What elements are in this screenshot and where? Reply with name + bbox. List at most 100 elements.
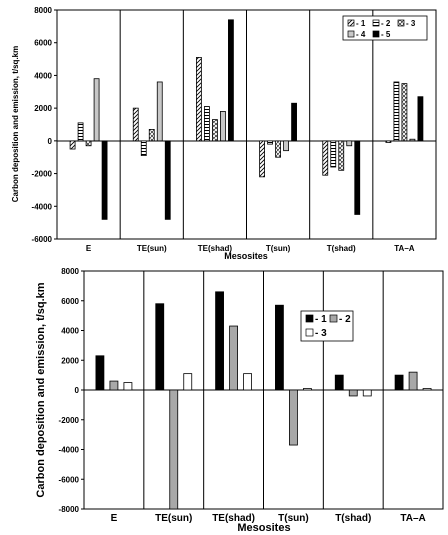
separators-layer bbox=[119, 10, 374, 239]
y-axis-title: Carbon deposition and emission, t/sq.km bbox=[11, 46, 20, 202]
y-tick-label: 6000 bbox=[61, 297, 79, 306]
legend-box bbox=[342, 15, 428, 41]
bar bbox=[346, 140, 353, 147]
bar bbox=[338, 140, 345, 171]
bar bbox=[204, 106, 210, 142]
legend-label: - 3 bbox=[315, 328, 327, 339]
category-label: TE(shad) bbox=[198, 244, 233, 253]
bar bbox=[228, 19, 234, 142]
bar bbox=[283, 140, 289, 152]
bar bbox=[275, 140, 281, 158]
bar bbox=[215, 291, 224, 391]
bar bbox=[330, 140, 337, 168]
bar bbox=[132, 107, 139, 142]
y-tick-label: 4000 bbox=[34, 71, 52, 80]
bar bbox=[393, 81, 400, 142]
y-tick-label: 0 bbox=[75, 386, 80, 395]
bar bbox=[401, 83, 408, 142]
bar bbox=[183, 373, 193, 391]
bar bbox=[169, 389, 179, 510]
legend-label: - 1 bbox=[315, 314, 327, 325]
bar bbox=[417, 96, 424, 142]
bar bbox=[155, 303, 165, 391]
category-label: TE(sun) bbox=[155, 513, 192, 524]
category-label: TA–A bbox=[394, 244, 415, 253]
chart-bottom: -8000 -6000 -4000 -2000 0 2000 4000 6000 8000 E T… bbox=[35, 267, 444, 534]
y-tick-label: 2000 bbox=[61, 356, 79, 365]
bar bbox=[408, 371, 418, 391]
bars-layer bbox=[69, 19, 424, 220]
y-tick-label: 2000 bbox=[34, 104, 52, 113]
y-ticks-layer: -6000 -4000 -2000 0 2000 4000 6000 8000 bbox=[32, 6, 57, 244]
bar bbox=[148, 129, 155, 142]
bar bbox=[101, 140, 108, 220]
bar bbox=[385, 140, 392, 143]
legend-swatch bbox=[347, 19, 355, 27]
legend: - 1 - 2 - 3 - 4 - 5 bbox=[342, 15, 428, 41]
category-label: T(shad) bbox=[335, 513, 371, 524]
bar bbox=[291, 102, 297, 142]
y-tick-label: -6000 bbox=[32, 235, 53, 244]
bar bbox=[394, 374, 404, 391]
category-label: E bbox=[111, 513, 118, 524]
legend-label: - 2 bbox=[381, 19, 391, 28]
bar bbox=[303, 388, 312, 391]
legend-swatch bbox=[397, 19, 405, 27]
bar bbox=[267, 140, 273, 145]
y-tick-label: 8000 bbox=[61, 267, 79, 276]
category-label: T(shad) bbox=[327, 244, 356, 253]
y-tick-label: 4000 bbox=[61, 327, 79, 336]
bar bbox=[275, 304, 284, 391]
y-ticks-layer: -8000 -6000 -4000 -2000 0 2000 4000 6000 8000 bbox=[59, 267, 84, 514]
bars-layer bbox=[95, 291, 432, 510]
bar bbox=[93, 78, 100, 142]
bar bbox=[69, 140, 76, 150]
category-labels-layer: E TE(sun) TE(shad) T(sun) T(shad) TA–A bbox=[111, 513, 426, 524]
y-axis-title: Carbon deposition and emission, t/sq.km bbox=[35, 282, 47, 497]
category-label: TA–A bbox=[400, 513, 425, 524]
category-label: TE(sun) bbox=[137, 244, 167, 253]
bar bbox=[259, 140, 265, 178]
bar bbox=[164, 140, 171, 220]
legend-swatch bbox=[347, 30, 355, 38]
bar bbox=[348, 389, 358, 397]
y-tick-label: 0 bbox=[48, 137, 53, 146]
chart-top: -6000 -4000 -2000 0 2000 4000 6000 8000 E TE(sun… bbox=[11, 6, 437, 261]
legend-swatch bbox=[305, 314, 314, 323]
bar bbox=[140, 140, 147, 156]
bar bbox=[220, 111, 226, 142]
category-label: E bbox=[86, 244, 92, 253]
legend-label: - 4 bbox=[356, 30, 366, 39]
y-tick-label: 6000 bbox=[34, 39, 52, 48]
bar bbox=[212, 119, 218, 142]
legend-label: - 3 bbox=[406, 19, 416, 28]
legend-swatch bbox=[305, 328, 314, 337]
bar bbox=[196, 57, 202, 142]
y-tick-label: -2000 bbox=[59, 416, 80, 425]
y-tick-label: -2000 bbox=[32, 170, 53, 179]
legend-label: - 5 bbox=[381, 30, 391, 39]
bar bbox=[95, 355, 105, 391]
legend-swatch bbox=[329, 314, 338, 323]
bar bbox=[422, 388, 432, 391]
bar bbox=[322, 140, 329, 176]
bar bbox=[409, 138, 416, 142]
x-axis-title: Mesosites bbox=[224, 251, 268, 261]
bar bbox=[123, 382, 133, 391]
category-label: TE(shad) bbox=[212, 513, 255, 524]
separators-layer bbox=[143, 271, 384, 509]
y-tick-label: -4000 bbox=[59, 446, 80, 455]
category-label: T(sun) bbox=[266, 244, 291, 253]
y-tick-label: 8000 bbox=[34, 6, 52, 15]
bar bbox=[109, 380, 119, 391]
bar bbox=[334, 374, 344, 391]
legend-label: - 1 bbox=[356, 19, 366, 28]
bar bbox=[243, 373, 252, 391]
y-tick-label: -8000 bbox=[59, 505, 80, 514]
y-tick-label: -4000 bbox=[32, 202, 53, 211]
bar bbox=[77, 122, 84, 142]
legend-swatch bbox=[372, 30, 380, 38]
x-axis-title: Mesosites bbox=[237, 522, 290, 534]
legend-swatch bbox=[372, 19, 380, 27]
